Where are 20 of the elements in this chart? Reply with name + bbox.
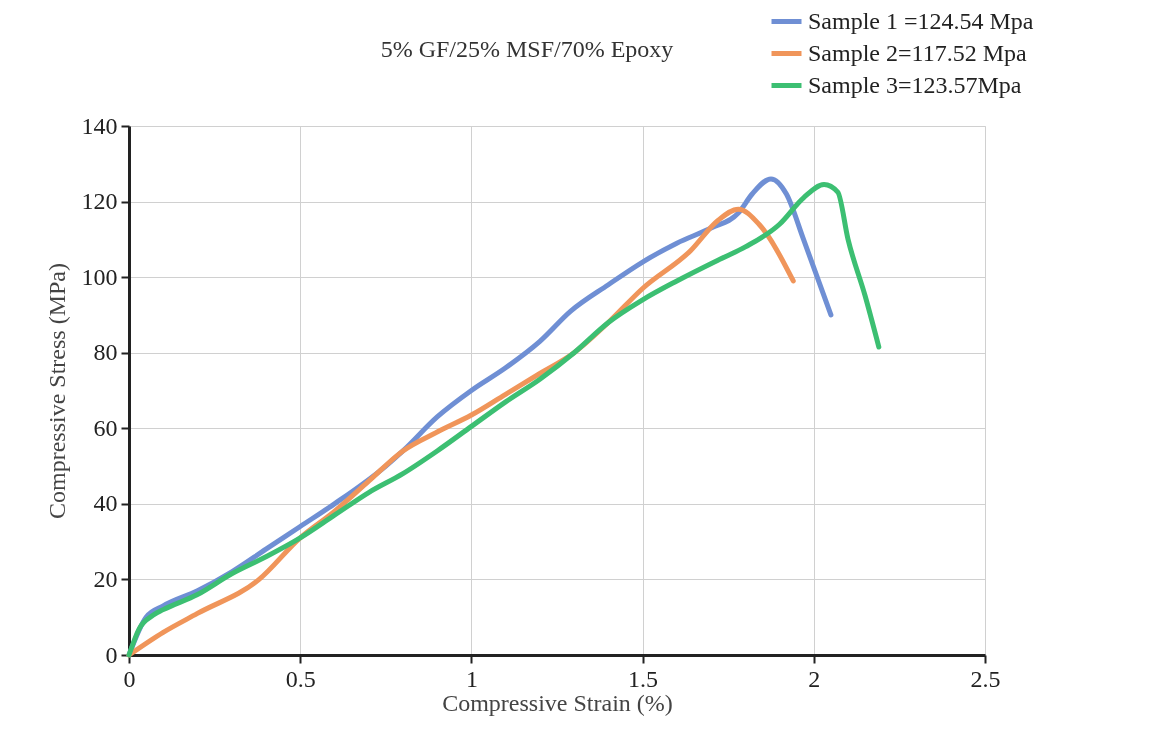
- y-axis-title: Compressive Stress (MPa): [43, 263, 70, 519]
- legend-label: Sample 1 =124.54 Mpa: [808, 7, 1034, 34]
- x-tick-label: 0.5: [285, 665, 316, 692]
- x-tick-label: 1: [465, 665, 478, 692]
- y-tick-label: 20: [93, 565, 118, 592]
- chart-title: 5% GF/25% MSF/70% Epoxy: [380, 36, 674, 62]
- y-tick-label: 60: [93, 414, 118, 441]
- legend-label: Sample 3=123.57Mpa: [808, 71, 1022, 98]
- x-tick-label: 1.5: [628, 665, 659, 692]
- y-tick-label: 0: [105, 641, 118, 668]
- y-tick-label: 40: [93, 490, 118, 517]
- y-tick-label: 80: [93, 339, 118, 366]
- legend-label: Sample 2=117.52 Mpa: [808, 39, 1027, 66]
- x-tick-label: 2.5: [970, 665, 1001, 692]
- y-tick-label: 120: [81, 188, 118, 215]
- x-tick-label: 0: [123, 665, 136, 692]
- x-axis-title: Compressive Strain (%): [442, 689, 673, 716]
- x-tick-label: 2: [808, 665, 821, 692]
- y-tick-label: 100: [81, 263, 118, 290]
- y-tick-label: 140: [81, 112, 118, 139]
